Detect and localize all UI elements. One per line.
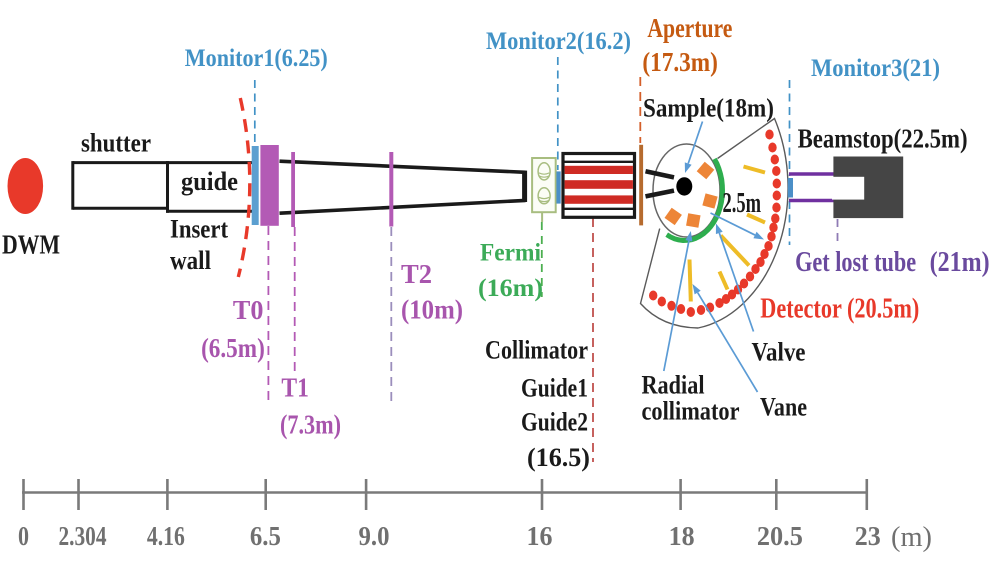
svg-text:Radial: Radial — [642, 371, 705, 400]
svg-text:Collimator: Collimator — [485, 336, 588, 365]
svg-text:Vane: Vane — [760, 393, 807, 422]
svg-text:T1: T1 — [281, 373, 309, 403]
svg-text:16: 16 — [527, 521, 553, 551]
svg-text:18: 18 — [669, 521, 695, 551]
svg-text:4.16: 4.16 — [147, 521, 185, 551]
svg-text:Detector (20.5m): Detector (20.5m) — [760, 293, 919, 325]
svg-text:Get lost tube: Get lost tube — [795, 246, 916, 278]
svg-text:T2: T2 — [401, 259, 432, 289]
svg-text:(16.5): (16.5) — [527, 443, 590, 472]
svg-text:2.304: 2.304 — [59, 521, 107, 551]
svg-text:2.5m: 2.5m — [723, 188, 762, 219]
svg-text:Monitor3(21): Monitor3(21) — [811, 55, 940, 82]
svg-text:Fermi: Fermi — [480, 240, 541, 267]
svg-text:Monitor1(6.25): Monitor1(6.25) — [185, 45, 328, 72]
svg-text:6.5: 6.5 — [250, 521, 281, 551]
svg-text:(21m): (21m) — [930, 246, 990, 278]
svg-text:(m): (m) — [891, 522, 932, 553]
svg-text:Beamstop(22.5m): Beamstop(22.5m) — [798, 124, 968, 154]
svg-text:Valve: Valve — [752, 338, 806, 367]
svg-text:DWM: DWM — [2, 230, 60, 260]
svg-text:collimator: collimator — [642, 397, 740, 426]
svg-text:(6.5m): (6.5m) — [201, 333, 265, 363]
svg-text:(17.3m): (17.3m) — [642, 47, 718, 77]
svg-text:Insert: Insert — [170, 215, 228, 244]
svg-text:shutter: shutter — [81, 129, 151, 158]
svg-text:guide: guide — [181, 167, 238, 196]
svg-text:0: 0 — [18, 521, 29, 551]
svg-text:9.0: 9.0 — [359, 521, 390, 551]
svg-text:(7.3m): (7.3m) — [280, 410, 341, 440]
svg-text:23: 23 — [855, 521, 881, 551]
svg-text:Guide1: Guide1 — [521, 374, 588, 403]
svg-text:wall: wall — [170, 246, 211, 275]
svg-text:Sample(18m): Sample(18m) — [643, 94, 774, 123]
svg-text:(16m): (16m) — [478, 275, 543, 302]
svg-text:Aperture: Aperture — [647, 13, 732, 43]
svg-text:Monitor2(16.2): Monitor2(16.2) — [486, 28, 631, 55]
svg-text:20.5: 20.5 — [757, 521, 803, 551]
svg-text:Guide2: Guide2 — [521, 408, 588, 437]
svg-text:T0: T0 — [233, 295, 264, 325]
svg-text:(10m): (10m) — [401, 295, 463, 325]
